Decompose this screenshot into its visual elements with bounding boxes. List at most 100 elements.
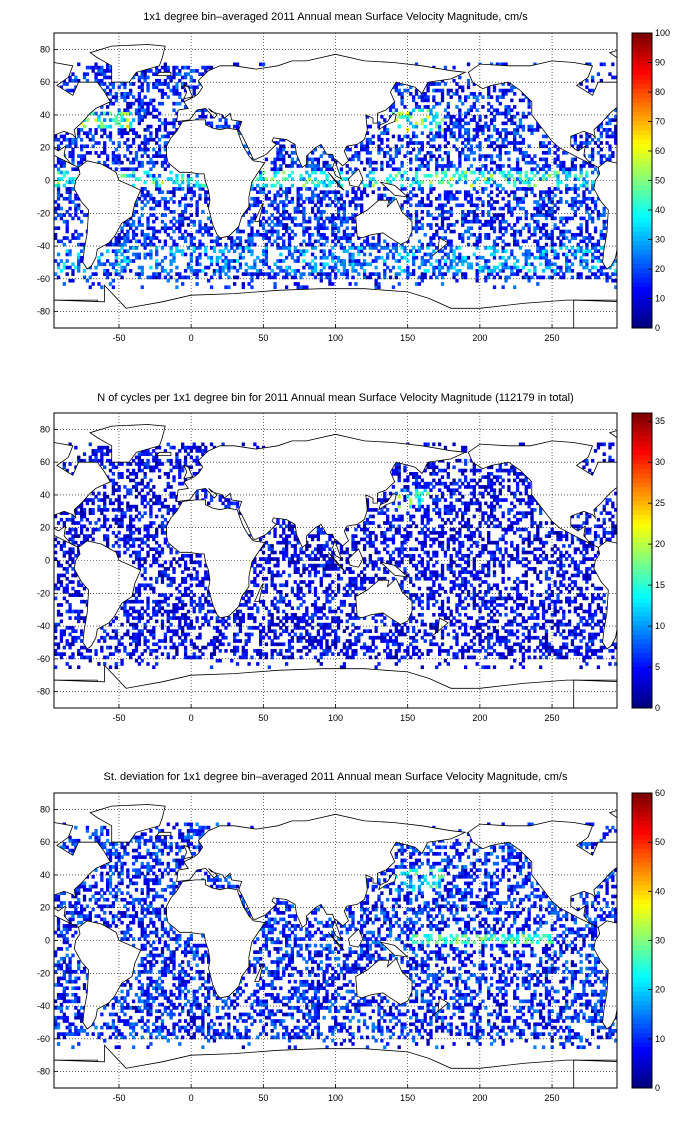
data-cell — [527, 649, 531, 653]
data-cell — [466, 193, 471, 198]
data-cell — [602, 265, 606, 270]
data-cell — [533, 183, 537, 188]
data-cell — [435, 82, 439, 86]
data-cell — [469, 147, 474, 152]
data-cell — [97, 154, 101, 158]
data-cell — [544, 164, 549, 168]
data-cell — [559, 269, 563, 273]
data-cell — [302, 249, 306, 254]
data-cell — [279, 151, 283, 155]
data-cell — [521, 632, 526, 637]
data-cell — [420, 259, 424, 263]
data-cell — [313, 177, 318, 181]
data-cell — [435, 134, 439, 139]
data-cell — [62, 183, 66, 188]
data-cell — [507, 639, 511, 643]
data-cell — [507, 242, 511, 247]
data-cell — [111, 249, 116, 254]
data-cell — [539, 144, 543, 149]
data-cell — [160, 88, 165, 93]
data-cell — [400, 203, 404, 208]
data-cell — [452, 131, 456, 136]
data-cell — [77, 262, 81, 267]
data-cell — [495, 111, 500, 116]
data-cell — [432, 82, 436, 86]
data-cell — [588, 164, 592, 168]
data-cell — [137, 105, 142, 109]
data-cell — [475, 662, 479, 666]
data-cell — [487, 210, 491, 214]
data-cell — [123, 92, 127, 96]
data-cell — [123, 141, 127, 145]
data-cell — [371, 190, 375, 195]
data-cell — [576, 249, 580, 254]
data-cell — [238, 262, 243, 267]
data-cell — [68, 88, 72, 93]
data-cell — [313, 216, 318, 221]
data-cell — [478, 141, 482, 145]
data-cell — [302, 177, 306, 181]
data-cell — [163, 196, 167, 201]
data-cell — [539, 275, 543, 280]
data-cell — [455, 635, 459, 640]
data-cell — [137, 223, 142, 227]
data-cell — [472, 649, 476, 653]
data-cell — [585, 196, 589, 201]
data-cell — [65, 190, 69, 195]
data-cell — [533, 226, 537, 231]
data-cell — [432, 134, 436, 139]
data-cell — [97, 259, 101, 263]
data-cell — [290, 645, 295, 650]
data-cell — [345, 655, 349, 660]
data-cell — [391, 134, 396, 139]
data-cell — [437, 262, 442, 267]
data-cell — [593, 141, 598, 145]
data-cell — [189, 239, 193, 244]
data-cell — [579, 632, 583, 637]
data-cell — [429, 121, 433, 126]
data-cell — [74, 229, 78, 234]
data-cell — [541, 246, 546, 250]
data-cell — [287, 213, 292, 217]
data-cell — [235, 229, 240, 234]
data-cell — [313, 239, 318, 244]
data-cell — [227, 275, 231, 280]
data-cell — [134, 272, 139, 276]
data-cell — [599, 232, 603, 237]
data-cell — [469, 232, 474, 237]
data-cell — [204, 645, 208, 650]
data-cell — [388, 108, 393, 113]
data-cell — [611, 62, 615, 67]
data-cell — [492, 206, 497, 211]
data-cell — [463, 144, 468, 149]
data-cell — [469, 196, 474, 201]
data-cell — [414, 223, 419, 227]
data-cell — [137, 642, 142, 647]
data-cell — [238, 629, 243, 634]
data-cell — [469, 200, 474, 204]
data-cell — [68, 75, 72, 80]
data-cell — [273, 632, 277, 637]
data-cell — [250, 285, 254, 290]
data-cell — [524, 190, 528, 195]
data-cell — [319, 626, 323, 630]
data-cell — [420, 95, 424, 99]
data-cell — [579, 144, 583, 149]
data-cell — [74, 167, 78, 172]
data-cell — [452, 635, 456, 640]
data-cell — [579, 255, 583, 260]
data-cell — [134, 626, 139, 630]
data-cell — [472, 213, 476, 217]
data-cell — [348, 632, 352, 637]
data-cell — [562, 160, 566, 165]
data-cell — [550, 210, 554, 214]
data-cell — [611, 131, 615, 136]
data-cell — [287, 236, 292, 240]
data-cell — [576, 177, 580, 181]
data-cell — [510, 665, 514, 670]
data-cell — [68, 206, 72, 211]
data-cell — [123, 219, 127, 224]
data-cell — [397, 82, 401, 86]
data-cell — [172, 655, 176, 660]
data-cell — [149, 206, 153, 211]
